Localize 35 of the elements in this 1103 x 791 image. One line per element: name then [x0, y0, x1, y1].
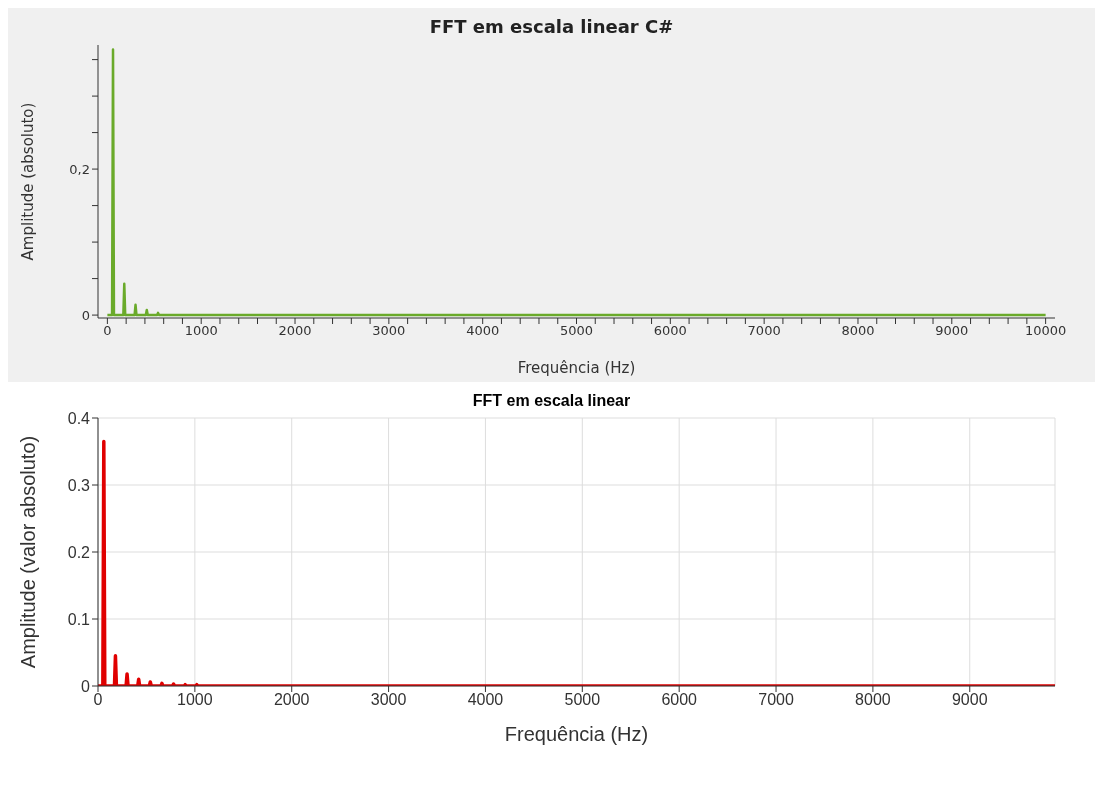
x-tick-label: 0: [93, 691, 103, 709]
x-tick-label: 7000: [747, 323, 781, 339]
x-tick-label: 2000: [278, 323, 312, 339]
x-tick-label: 8000: [841, 323, 875, 339]
x-tick-label: 1000: [177, 691, 213, 709]
y-axis-title: Amplitude (valor absoluto): [17, 435, 40, 669]
x-tick-label: 5000: [564, 691, 601, 709]
y-axis-title: Amplitude (absoluto): [19, 102, 38, 261]
x-tick-label: 9000: [951, 691, 988, 709]
x-axis-title: Frequência (Hz): [504, 723, 649, 745]
x-tick-label: 2000: [273, 691, 310, 709]
x-axis-title: Frequência (Hz): [517, 359, 636, 377]
x-tick-label: 5000: [559, 323, 594, 339]
x-tick-label: 4000: [466, 323, 500, 339]
y-tick-label: 0.1: [67, 610, 91, 628]
x-tick-label: 1000: [184, 323, 218, 339]
y-tick-label: 0,2: [69, 161, 90, 177]
y-tick-label: 0: [81, 307, 90, 323]
x-tick-label: 7000: [758, 691, 794, 709]
x-tick-label: 8000: [855, 691, 891, 709]
x-tick-label: 9000: [935, 323, 969, 339]
x-tick-label: 10000: [1024, 323, 1067, 339]
x-tick-label: 0: [103, 323, 112, 339]
x-tick-label: 3000: [370, 691, 407, 709]
chart-title: FFT em escala linear: [471, 391, 632, 410]
y-tick-label: 0.2: [67, 543, 91, 561]
y-tick-label: 0.3: [67, 476, 91, 494]
x-tick-label: 4000: [467, 691, 504, 709]
y-tick-label: 0.4: [67, 409, 91, 427]
chart-title: FFT em escala linear C#: [428, 15, 675, 37]
x-tick-label: 6000: [653, 323, 687, 339]
line-series: [106, 48, 1047, 317]
x-tick-label: 6000: [661, 691, 698, 709]
y-tick-label: 0: [81, 677, 91, 695]
x-tick-label: 3000: [372, 323, 406, 339]
